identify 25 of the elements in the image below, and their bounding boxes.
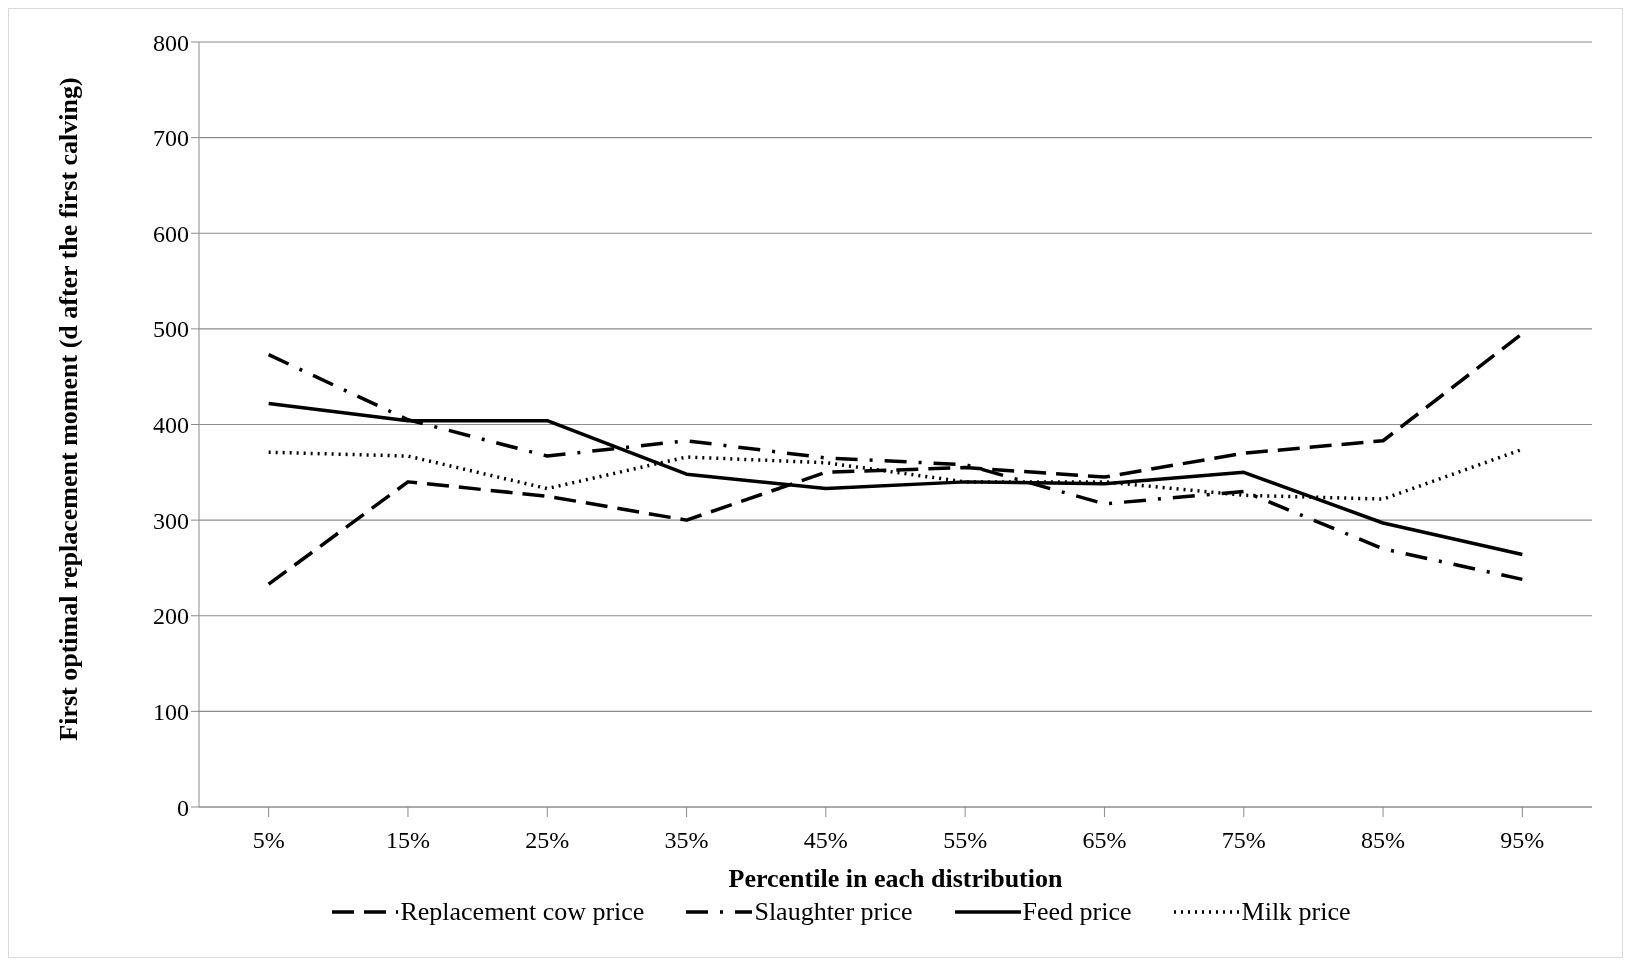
y-tick-label: 200 [153, 603, 189, 630]
legend-label: Milk price [1241, 897, 1351, 927]
y-tick-label: 700 [153, 125, 189, 152]
x-tick-label: 5% [252, 827, 285, 854]
x-tick-label: 35% [664, 827, 709, 854]
x-tick-label: 25% [525, 827, 570, 854]
y-axis-title: First optimal replacement moment (d after the first calving) [53, 76, 84, 743]
y-tick-label: 300 [153, 507, 189, 534]
x-tick-label: 55% [943, 827, 988, 854]
x-axis-title: Percentile in each distribution [728, 864, 1063, 893]
x-tick-label: 95% [1500, 827, 1545, 854]
y-tick-label: 800 [153, 29, 189, 56]
y-tick-label: 100 [153, 698, 189, 725]
x-tick-label: 75% [1221, 827, 1266, 854]
legend-label: Replacement cow price [400, 897, 645, 927]
y-tick-label: 500 [153, 316, 189, 343]
legend-label: Feed price [1022, 897, 1132, 927]
x-tick-label: 15% [385, 827, 430, 854]
legend-label: Slaughter price [754, 897, 913, 927]
y-tick-label: 400 [153, 412, 189, 439]
y-tick-label: 0 [177, 794, 189, 821]
x-tick-label: 45% [803, 827, 848, 854]
x-tick-label: 65% [1082, 827, 1127, 854]
x-tick-label: 85% [1361, 827, 1406, 854]
y-tick-label: 600 [153, 220, 189, 247]
